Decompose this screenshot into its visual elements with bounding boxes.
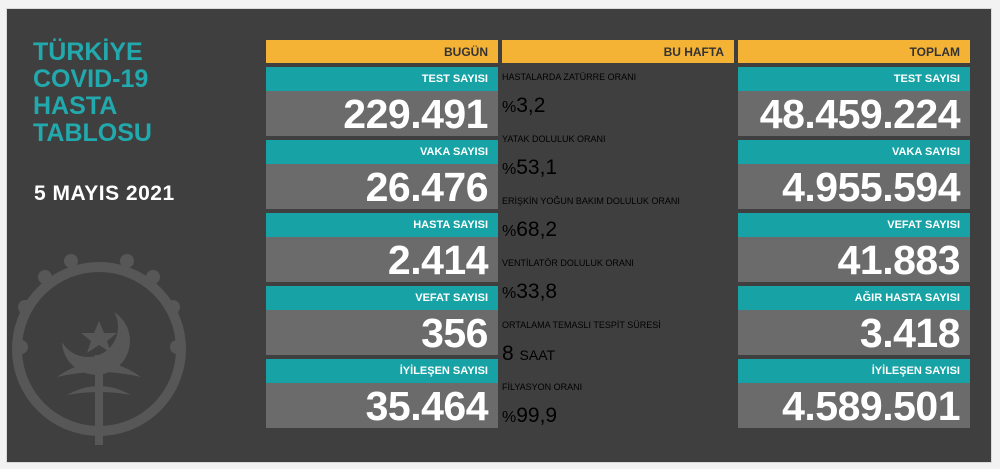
today-card-test: TEST SAYISI 229.491 (266, 67, 498, 137)
total-card-death: VEFAT SAYISI 41.883 (738, 213, 970, 283)
covid-table-board: TÜRKİYE COVID-19 HASTA TABLOSU 5 MAYIS 2… (6, 8, 992, 463)
today-header: BUGÜN (266, 40, 498, 63)
total-death-label: VEFAT SAYISI (738, 213, 970, 237)
today-patient-value: 2.414 (266, 237, 498, 283)
ministry-emblem-icon (12, 254, 186, 445)
today-card-recovered: İYİLEŞEN SAYISI 35.464 (266, 359, 498, 429)
today-death-label: VEFAT SAYISI (266, 286, 498, 310)
week-card-bed: YATAK DOLULUK ORANI %53,1 (502, 129, 734, 185)
total-card-case: VAKA SAYISI 4.955.594 (738, 140, 970, 210)
today-test-value: 229.491 (266, 91, 498, 137)
week-header: BU HAFTA (502, 40, 734, 63)
week-contact-value: 8 SAAT (502, 342, 556, 365)
week-card-filiation: FİLYASYON ORANI %99,9 (502, 377, 734, 435)
today-case-value: 26.476 (266, 164, 498, 210)
week-card-ventilator: VENTİLATÖR DOLULUK ORANI %33,8 (502, 253, 734, 309)
today-card-case: VAKA SAYISI 26.476 (266, 140, 498, 210)
title-line: TÜRKİYE (33, 38, 143, 66)
week-pneumonia-label: HASTALARDA ZATÜRRE ORANI (502, 67, 734, 87)
today-card-patient: HASTA SAYISI 2.414 (266, 213, 498, 283)
total-critical-value: 3.418 (738, 310, 970, 356)
total-critical-label: AĞIR HASTA SAYISI (738, 286, 970, 310)
week-filiation-value: %99,9 (502, 404, 558, 427)
title-line: HASTA (33, 92, 118, 120)
week-bed-value: %53,1 (502, 156, 558, 179)
total-card-critical: AĞIR HASTA SAYISI 3.418 (738, 286, 970, 356)
total-case-label: VAKA SAYISI (738, 140, 970, 164)
today-patient-label: HASTA SAYISI (266, 213, 498, 237)
total-test-value: 48.459.224 (738, 91, 970, 137)
today-recovered-label: İYİLEŞEN SAYISI (266, 359, 498, 383)
total-test-label: TEST SAYISI (738, 67, 970, 91)
total-column: TOPLAM TEST SAYISI 48.459.224 VAKA SAYIS… (738, 40, 970, 429)
today-column: BUGÜN TEST SAYISI 229.491 VAKA SAYISI 26… (266, 40, 498, 429)
week-card-pneumonia: HASTALARDA ZATÜRRE ORANI %3,2 (502, 67, 734, 123)
week-ventilator-label: VENTİLATÖR DOLULUK ORANI (502, 253, 734, 273)
title-line: TABLOSU (33, 119, 152, 147)
today-card-death: VEFAT SAYISI 356 (266, 286, 498, 356)
total-recovered-value: 4.589.501 (738, 383, 970, 429)
total-case-value: 4.955.594 (738, 164, 970, 210)
today-test-label: TEST SAYISI (266, 67, 498, 91)
week-card-contact: ORTALAMA TEMASLI TESPİT SÜRESİ 8 SAAT (502, 315, 734, 371)
total-card-recovered: İYİLEŞEN SAYISI 4.589.501 (738, 359, 970, 429)
today-case-label: VAKA SAYISI (266, 140, 498, 164)
week-contact-label: ORTALAMA TEMASLI TESPİT SÜRESİ (502, 315, 734, 335)
today-recovered-value: 35.464 (266, 383, 498, 429)
week-card-icu: ERİŞKİN YOĞUN BAKIM DOLULUK ORANI %68,2 (502, 191, 734, 247)
total-death-value: 41.883 (738, 237, 970, 283)
week-ventilator-value: %33,8 (502, 280, 558, 303)
week-pneumonia-value: %3,2 (502, 94, 546, 117)
total-card-test: TEST SAYISI 48.459.224 (738, 67, 970, 137)
week-icu-value: %68,2 (502, 218, 558, 241)
total-header: TOPLAM (738, 40, 970, 63)
title-line: COVID-19 (33, 65, 149, 93)
table-title: TÜRKİYE COVID-19 HASTA TABLOSU (33, 39, 253, 147)
week-icu-label: ERİŞKİN YOĞUN BAKIM DOLULUK ORANI (502, 191, 734, 211)
total-recovered-label: İYİLEŞEN SAYISI (738, 359, 970, 383)
report-date: 5 MAYIS 2021 (34, 182, 175, 205)
week-bed-label: YATAK DOLULUK ORANI (502, 129, 734, 149)
today-death-value: 356 (266, 310, 498, 356)
week-filiation-label: FİLYASYON ORANI (502, 377, 734, 397)
week-column: BU HAFTA HASTALARDA ZATÜRRE ORANI %3,2 Y… (502, 40, 734, 427)
